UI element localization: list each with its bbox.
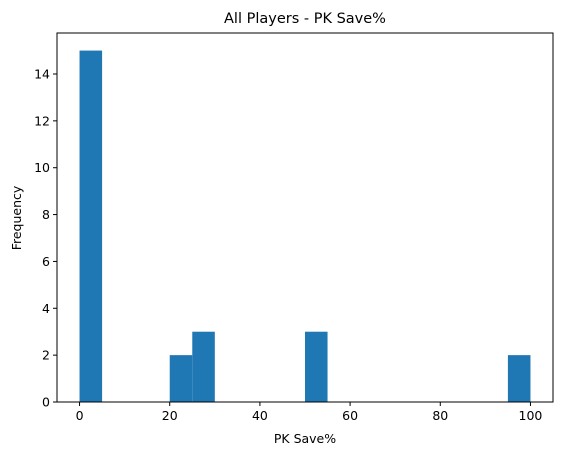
histogram-bar-3 — [305, 331, 328, 402]
y-tick-label: 2 — [42, 348, 50, 363]
chart-title: All Players - PK Save% — [224, 11, 386, 27]
y-tick-label: 12 — [34, 113, 50, 128]
y-tick-label: 8 — [42, 207, 50, 222]
x-tick-label: 40 — [252, 408, 268, 423]
y-tick-label: 10 — [34, 160, 50, 175]
histogram-bar-0 — [79, 50, 103, 402]
plot-frame — [56, 32, 554, 403]
histogram-bar-2 — [192, 331, 215, 402]
y-axis-title: Frequency — [9, 185, 24, 250]
y-tick-label: 0 — [42, 395, 50, 410]
x-tick-label: 100 — [519, 408, 543, 423]
x-tick-label: 0 — [76, 408, 84, 423]
bars-group — [79, 50, 531, 402]
y-axis: 0 2 4 6 8 10 12 14 — [34, 67, 57, 410]
y-tick-label: 6 — [42, 254, 50, 269]
x-tick-label: 80 — [432, 408, 448, 423]
histogram-bar-4 — [507, 355, 531, 402]
y-tick-label: 4 — [42, 301, 50, 316]
x-axis: 0 20 40 60 80 100 — [76, 402, 543, 423]
x-tick-label: 20 — [162, 408, 178, 423]
x-tick-label: 60 — [342, 408, 358, 423]
y-tick-label: 14 — [34, 67, 50, 82]
histogram-bar-1 — [169, 355, 193, 402]
x-axis-title: PK Save% — [274, 431, 336, 446]
